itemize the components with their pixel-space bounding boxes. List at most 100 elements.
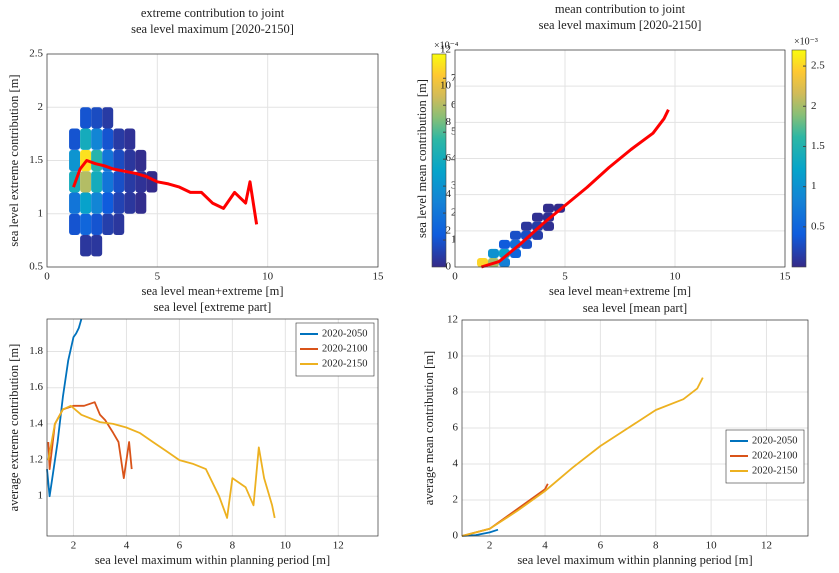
chart-title: sea level maximum [2020-2150] xyxy=(131,22,294,36)
density-cell xyxy=(80,213,92,236)
chart-title: mean contribution to joint xyxy=(555,2,686,16)
density-cell xyxy=(532,230,543,240)
data-line xyxy=(480,109,670,269)
x-axis-label: sea level mean+extreme [m] xyxy=(141,284,283,298)
colorbar-tick-label: 6 xyxy=(451,99,457,111)
data-line xyxy=(47,404,276,519)
density-cell xyxy=(102,171,114,193)
x-axis-label: sea level mean+extreme [m] xyxy=(549,284,691,298)
axes-box xyxy=(46,53,379,268)
y-tick-label: 10 xyxy=(440,80,452,92)
colorbar-tick-label: 5 xyxy=(451,126,457,138)
chart-title: sea level maximum [2020-2150] xyxy=(539,18,702,32)
density-cell xyxy=(135,192,147,214)
y-tick-label: 2 xyxy=(38,101,44,113)
density-cell xyxy=(91,149,103,172)
y-tick-label: 1.4 xyxy=(29,417,43,429)
colorbar-tick-label: 2 xyxy=(811,100,817,112)
y-tick-label: 4 xyxy=(453,458,459,470)
x-tick-label: 12 xyxy=(333,540,344,552)
chart-title: sea level [mean part] xyxy=(583,301,687,315)
y-tick-label: 0 xyxy=(453,530,459,542)
y-axis-label: sea level mean contribution [m] xyxy=(415,79,429,238)
density-cell xyxy=(532,221,543,231)
density-cell xyxy=(91,235,103,257)
colorbar-tick-label: 7 xyxy=(451,72,457,84)
colorbar-tick-label: 2 xyxy=(451,207,457,219)
legend-label: 2020-2050 xyxy=(322,328,368,339)
x-tick-label: 5 xyxy=(155,271,161,283)
legend-label: 2020-2050 xyxy=(752,435,798,446)
density-cell xyxy=(69,213,81,236)
density-cell xyxy=(69,192,81,214)
density-cell xyxy=(124,149,136,172)
density-cell xyxy=(102,107,114,129)
density-cell xyxy=(543,221,554,231)
y-axis-label: average extreme contribution [m] xyxy=(7,344,21,512)
density-cell xyxy=(69,149,81,172)
colorbar-exponent: ×10⁻³ xyxy=(794,36,818,47)
x-tick-label: 2 xyxy=(487,540,493,552)
density-cell xyxy=(488,248,499,258)
data-line xyxy=(461,377,704,537)
colorbar-tick-label: 3 xyxy=(451,180,457,192)
density-cell xyxy=(113,192,125,214)
colorbar-tick-label: 1 xyxy=(811,180,817,192)
x-tick-label: 0 xyxy=(452,271,458,283)
x-tick-label: 15 xyxy=(780,271,792,283)
x-tick-label: 12 xyxy=(761,540,772,552)
y-tick-label: 2 xyxy=(453,494,459,506)
x-tick-label: 6 xyxy=(177,540,183,552)
density-cell xyxy=(510,230,521,240)
density-cell xyxy=(113,128,125,150)
x-tick-label: 6 xyxy=(598,540,604,552)
x-axis-label: sea level maximum within planning period… xyxy=(517,553,752,567)
axes-box xyxy=(454,49,786,268)
density-cell xyxy=(135,149,147,172)
x-tick-label: 15 xyxy=(373,271,385,283)
density-cell xyxy=(113,149,125,172)
colorbar xyxy=(431,53,447,268)
y-tick-label: 6 xyxy=(446,152,452,164)
legend-label: 2020-2150 xyxy=(752,465,798,476)
x-tick-label: 4 xyxy=(542,540,548,552)
density-cell xyxy=(124,128,136,150)
density-cell xyxy=(80,192,92,214)
y-tick-label: 6 xyxy=(453,422,459,434)
density-cell xyxy=(91,192,103,214)
y-tick-label: 2 xyxy=(446,224,452,236)
y-axis-label: average mean contribution [m] xyxy=(422,351,436,505)
y-tick-label: 1.5 xyxy=(29,154,43,166)
density-cell xyxy=(532,212,543,222)
x-axis-label: sea level maximum within planning period… xyxy=(95,553,330,567)
y-tick-label: 12 xyxy=(440,44,451,56)
colorbar-tick-label: 0.5 xyxy=(811,220,825,232)
legend-label: 2020-2100 xyxy=(322,343,368,354)
chart-title: sea level [extreme part] xyxy=(154,300,272,314)
legend-label: 2020-2150 xyxy=(322,358,368,369)
density-cell xyxy=(80,107,92,129)
y-tick-label: 8 xyxy=(446,116,452,128)
y-tick-label: 1.2 xyxy=(29,454,43,466)
x-tick-label: 10 xyxy=(262,271,274,283)
y-axis-label: sea level extreme contribution [m] xyxy=(7,74,21,246)
x-tick-label: 10 xyxy=(706,540,718,552)
y-tick-label: 1.6 xyxy=(29,381,43,393)
density-cell xyxy=(102,128,114,150)
x-tick-label: 10 xyxy=(670,271,682,283)
density-cell xyxy=(102,192,114,214)
x-tick-label: 4 xyxy=(124,540,130,552)
y-tick-label: 1 xyxy=(38,207,44,219)
x-tick-label: 10 xyxy=(280,540,292,552)
legend-label: 2020-2100 xyxy=(752,450,798,461)
y-tick-label: 0 xyxy=(446,261,452,273)
x-tick-label: 8 xyxy=(230,540,236,552)
x-tick-label: 5 xyxy=(562,271,568,283)
y-tick-label: 12 xyxy=(447,314,458,326)
colorbar-exponent: ×10⁻⁴ xyxy=(434,40,459,51)
density-cell xyxy=(113,171,125,193)
density-cell xyxy=(113,213,125,236)
colorbar-tick-label: 1.5 xyxy=(811,140,825,152)
density-cell xyxy=(91,171,103,193)
data-line xyxy=(461,528,499,537)
